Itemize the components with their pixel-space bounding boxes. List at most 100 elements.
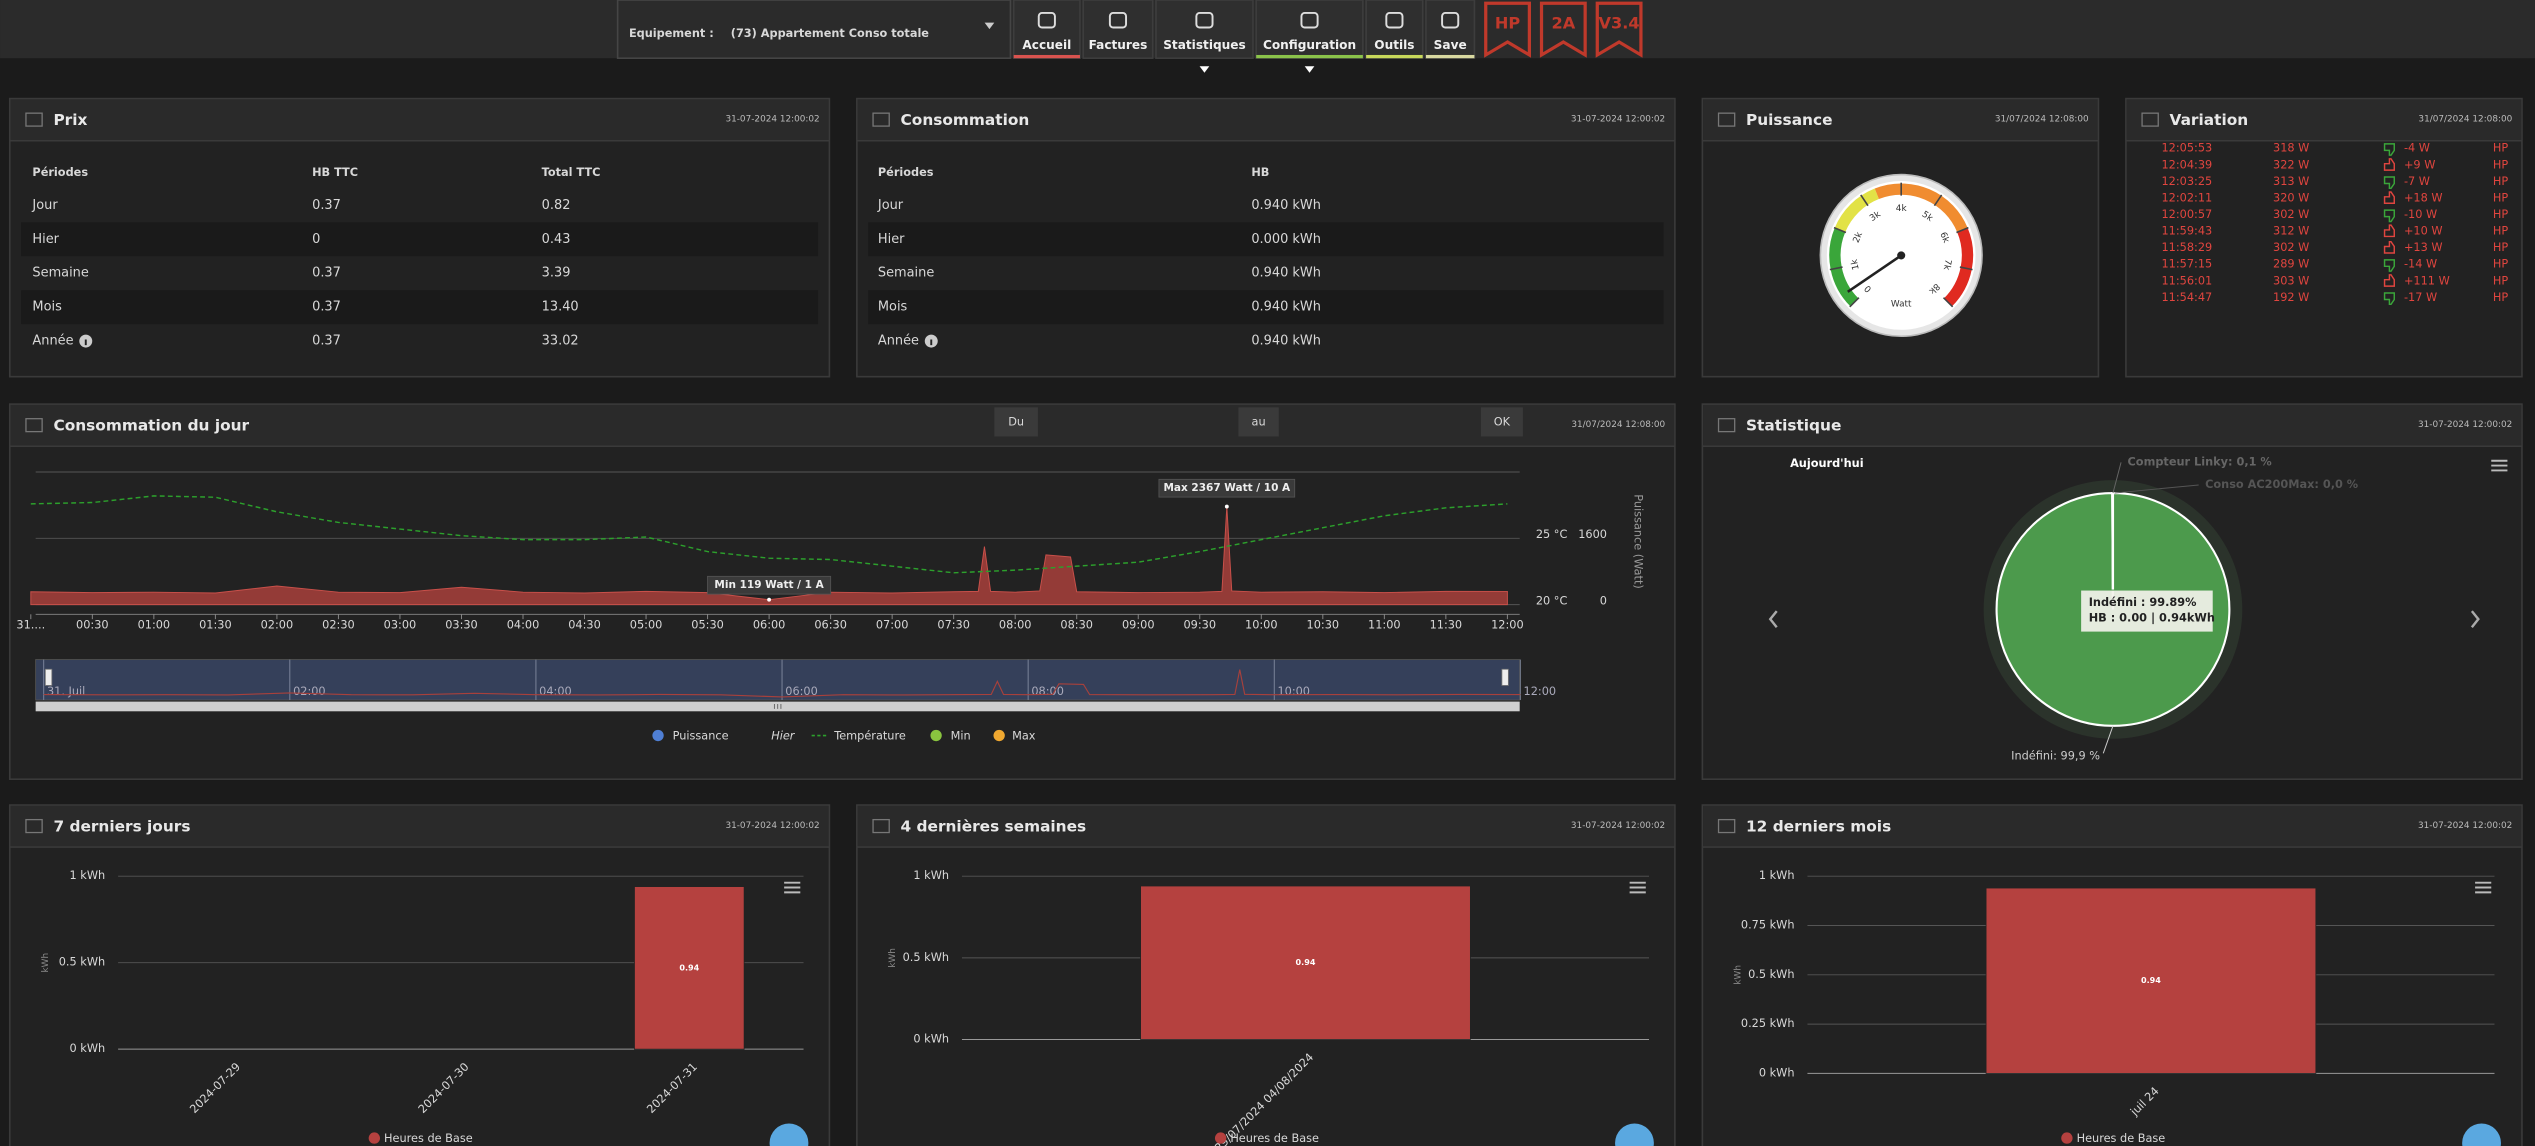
gauge-unit: Watt [1891,299,1912,309]
panel-icon [25,418,43,433]
legend-label[interactable]: Min [951,729,971,742]
equipment-label: Equipement : [629,27,714,40]
gauge-tick [1833,226,1847,234]
x-tick-label: 05:00 [630,619,663,632]
panel-date: 31-07-2024 12:00:02 [1571,821,1665,831]
nav-label[interactable]: Configuration [1263,38,1356,52]
x-tick-label: 01:30 [199,619,232,632]
nav-label[interactable]: Accueil [1022,38,1071,52]
navigator-label: 08:00 [1031,685,1064,698]
panel-icon [2141,112,2159,127]
navigator-handle[interactable] [1501,668,1509,686]
menu-caret [1199,66,1210,73]
pie-leader [2114,484,2199,494]
thumb-icon [2383,240,2395,254]
nav-item[interactable] [1365,0,1424,60]
navigator-handle[interactable] [44,668,53,686]
annotation-point [767,597,772,602]
nav-icon [1108,11,1128,29]
y-tick-label: 0 kWh [913,1032,949,1045]
legend-label[interactable]: Heures de Base [384,1132,473,1145]
x-tick-label: 11:30 [1430,619,1463,632]
variation-cell: 302 W [2273,241,2309,254]
nav-item[interactable] [1012,0,1081,60]
nav-label[interactable]: Factures [1089,38,1148,52]
x-tick-label: 04:30 [568,619,601,632]
x-tick-label: 06:00 [753,619,786,632]
panel-date: 31/07/2024 12:08:00 [1571,420,1665,430]
variation-cell: 320 W [2273,191,2309,204]
legend-label[interactable]: Température [833,729,906,742]
gauge-tick [1956,226,1969,234]
nav-item[interactable] [1155,0,1254,60]
panel-title: Prix [53,111,87,129]
y-tick-label: 1600 [1578,528,1607,541]
date-button[interactable] [994,407,1038,437]
menu-icon[interactable] [2491,459,2508,472]
thumb-icon [2383,191,2395,205]
variation-cell: HP [2493,158,2508,171]
variation-cell: +9 W [2404,158,2435,171]
equipment-select[interactable] [616,0,1012,60]
gauge-tick [1942,297,1954,308]
power-area [30,506,1508,606]
panel-icon [1717,818,1736,834]
variation-cell: +10 W [2404,225,2443,238]
panel-title: Statistique [1746,416,1841,434]
table-header: Total TTC [542,166,601,179]
nav-arrow-right[interactable] [2470,610,2480,628]
nav-underline [1013,54,1080,59]
legend-label[interactable]: Hier [771,729,796,742]
variation-cell: -4 W [2404,142,2430,155]
nav-icon [1385,11,1404,29]
y2-tick-label: 20 °C [1536,594,1568,607]
gauge-tick-label: 7k [1941,258,1953,271]
variation-cell: 302 W [2273,208,2309,221]
x-tick-label: 10:00 [1245,619,1278,632]
select-caret [984,22,995,30]
variation-cell: 12:03:25 [2161,175,2212,188]
variation-cell: 12:02:11 [2161,191,2212,204]
nav-item[interactable] [1082,0,1154,60]
date-button-label[interactable]: OK [1494,416,1511,429]
legend-label[interactable]: Heures de Base [2077,1132,2166,1145]
date-button[interactable] [1480,407,1523,437]
panel-date: 31-07-2024 12:00:02 [2418,821,2512,831]
table-cell: Année [878,334,919,349]
annotation-box [1158,478,1296,498]
variation-cell: HP [2493,208,2508,221]
nav-icon [1441,11,1460,29]
pie-subtitle: Aujourd'hui [1790,457,1864,470]
scrollbar-grip [773,704,782,709]
equipment-value[interactable]: (73) Appartement Conso totale [731,27,930,40]
gauge-tick-label: 0 [1863,282,1874,293]
date-button-label[interactable]: au [1252,416,1266,429]
variation-cell: 11:56:01 [2161,274,2212,287]
date-button[interactable] [1238,407,1279,437]
menu-icon[interactable] [1629,881,1646,894]
variation-cell: 289 W [2273,258,2309,271]
date-button-label[interactable]: Du [1008,416,1024,429]
nav-label[interactable]: Outils [1374,38,1414,52]
gauge-tick [1860,194,1869,207]
legend-label[interactable]: Max [1012,729,1036,742]
nav-arrow-left[interactable] [1768,610,1778,628]
legend-label[interactable]: Heures de Base [1230,1132,1319,1145]
variation-cell: -7 W [2404,175,2430,188]
panel-title: 4 dernières semaines [901,817,1087,835]
x-tick-label: 03:00 [384,619,417,632]
nav-item[interactable] [1255,0,1364,60]
menu-icon[interactable] [784,881,801,894]
pie-label: Compteur Linky: 0,1 % [2128,455,2272,468]
nav-label[interactable]: Save [1434,38,1467,52]
legend-label[interactable]: Puissance [673,729,729,742]
nav-item[interactable] [1425,0,1476,60]
menu-icon[interactable] [2475,881,2492,894]
badge-text: V3.4 [1599,14,1640,33]
x-tick-label: 04:00 [507,619,540,632]
nav-icon [1300,11,1319,29]
table-cell: Jour [31,198,58,213]
variation-cell: 192 W [2273,291,2309,304]
nav-label[interactable]: Statistiques [1163,38,1245,52]
gauge-tick [1933,194,1943,207]
